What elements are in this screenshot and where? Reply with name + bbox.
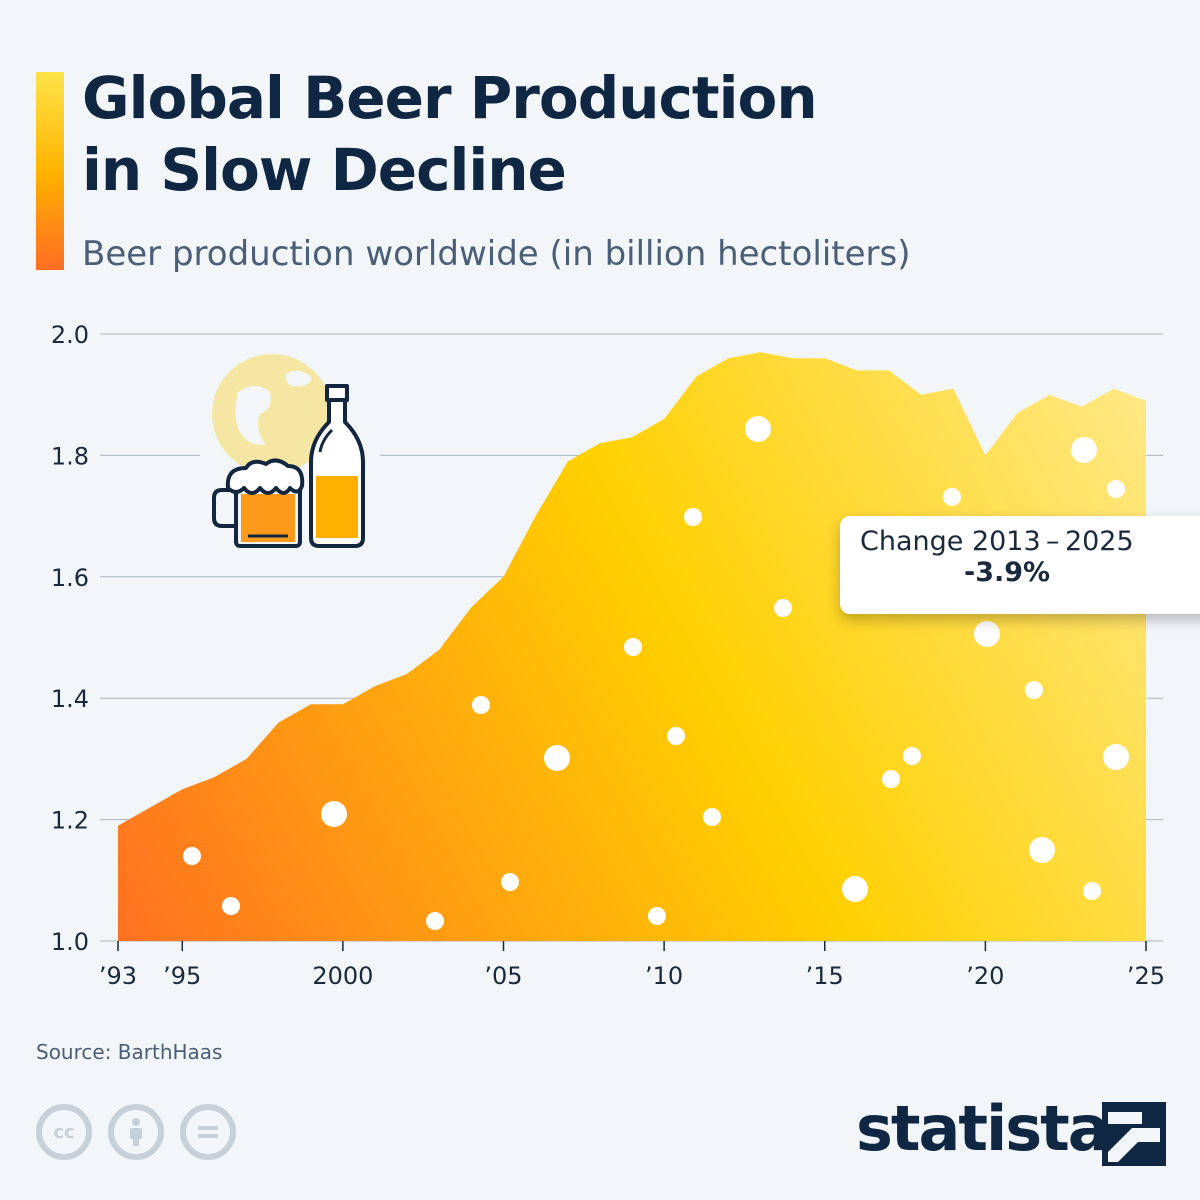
bubble xyxy=(1083,882,1101,900)
bubble xyxy=(943,488,961,506)
bubble xyxy=(544,745,570,771)
x-tick-label: ’95 xyxy=(163,962,201,990)
bubble xyxy=(974,621,1000,647)
bubble xyxy=(703,808,721,826)
bubble xyxy=(745,416,771,442)
bubble xyxy=(1029,837,1055,863)
bubble xyxy=(472,696,490,714)
x-tick-label: ’15 xyxy=(806,962,844,990)
bubble xyxy=(183,847,201,865)
x-tick-label: ’05 xyxy=(484,962,522,990)
y-tick-label: 1.0 xyxy=(51,928,89,956)
globe-icon xyxy=(212,354,332,474)
callout-label: Change 2013 – 2025 xyxy=(860,526,1134,557)
bubble xyxy=(882,770,900,788)
y-tick-label: 1.8 xyxy=(51,442,89,470)
chart-title: Global Beer Production in Slow Decline xyxy=(82,62,818,206)
beer-bottle-icon xyxy=(309,384,365,548)
bubble xyxy=(1103,744,1129,770)
accent-bar xyxy=(36,72,64,270)
x-tick-label: ’25 xyxy=(1127,962,1165,990)
x-tick-label: ’10 xyxy=(645,962,683,990)
x-axis: ’93 ’95 2000 ’05 ’10 ’15 ’20 ’25 xyxy=(99,941,1165,990)
y-tick-label: 1.6 xyxy=(51,564,89,592)
no-derivatives-icon[interactable] xyxy=(180,1104,236,1160)
statista-logo[interactable]: statista xyxy=(856,1092,1110,1165)
bubble xyxy=(903,747,921,765)
attribution-icon[interactable] xyxy=(108,1104,164,1160)
bubble xyxy=(426,912,444,930)
license-icons: cc xyxy=(36,1104,236,1160)
bubble xyxy=(842,876,868,902)
cc-icon[interactable]: cc xyxy=(36,1104,92,1160)
bubble xyxy=(624,638,642,656)
statista-logo-icon xyxy=(1102,1102,1166,1166)
beer-mug-icon xyxy=(212,458,305,548)
bubble xyxy=(684,508,702,526)
bubble xyxy=(1107,480,1125,498)
bubble xyxy=(1025,681,1043,699)
source-note: Source: BarthHaas xyxy=(36,1040,223,1064)
chart-subtitle: Beer production worldwide (in billion he… xyxy=(82,234,911,274)
bubble xyxy=(774,599,792,617)
title-line-1: Global Beer Production xyxy=(82,64,818,132)
change-callout: Change 2013 – 2025 -3.9% xyxy=(840,516,1200,614)
y-tick-label: 1.2 xyxy=(51,807,89,835)
callout-value: -3.9% xyxy=(964,557,1051,588)
y-tick-label: 2.0 xyxy=(51,321,89,349)
x-tick-label: 2000 xyxy=(312,962,373,990)
title-line-2: in Slow Decline xyxy=(82,136,567,204)
bubble-decoration xyxy=(183,416,1129,930)
bubble xyxy=(667,727,685,745)
x-tick-label: ’93 xyxy=(99,962,137,990)
bubble xyxy=(648,907,666,925)
bubble xyxy=(501,873,519,891)
chart: 1.0 1.2 1.4 1.6 1.8 2.0 ’93 ’95 2000 ’05 ’10 ’15 ’2… xyxy=(51,321,1165,990)
bubble xyxy=(321,801,347,827)
bubble xyxy=(222,897,240,915)
x-tick-label: ’20 xyxy=(966,962,1004,990)
bubble xyxy=(1071,437,1097,463)
y-tick-label: 1.4 xyxy=(51,685,89,713)
y-axis: 1.0 1.2 1.4 1.6 1.8 2.0 xyxy=(51,321,89,956)
